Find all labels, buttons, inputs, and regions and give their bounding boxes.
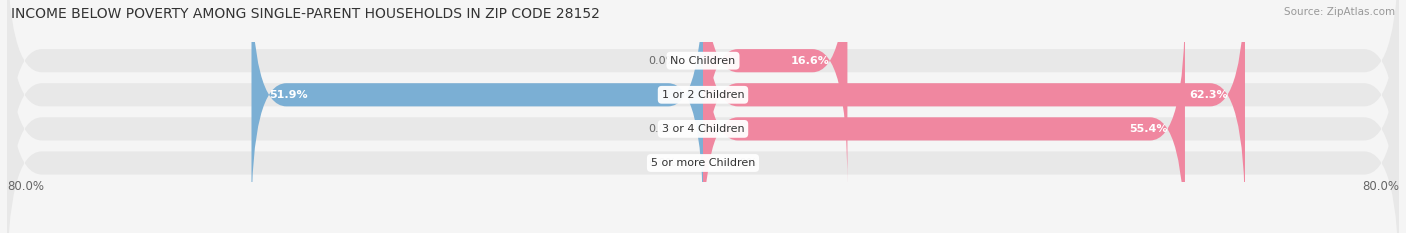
Text: 55.4%: 55.4% bbox=[1129, 124, 1167, 134]
FancyBboxPatch shape bbox=[7, 0, 1399, 185]
Text: 80.0%: 80.0% bbox=[7, 180, 44, 193]
Text: 51.9%: 51.9% bbox=[269, 90, 308, 100]
Text: 3 or 4 Children: 3 or 4 Children bbox=[662, 124, 744, 134]
Text: 0.0%: 0.0% bbox=[730, 158, 758, 168]
FancyBboxPatch shape bbox=[703, 0, 1244, 219]
Text: 62.3%: 62.3% bbox=[1189, 90, 1227, 100]
Text: 16.6%: 16.6% bbox=[792, 56, 830, 66]
Text: 1 or 2 Children: 1 or 2 Children bbox=[662, 90, 744, 100]
Text: Source: ZipAtlas.com: Source: ZipAtlas.com bbox=[1284, 7, 1395, 17]
Text: 80.0%: 80.0% bbox=[1362, 180, 1399, 193]
Text: 0.0%: 0.0% bbox=[648, 158, 676, 168]
FancyBboxPatch shape bbox=[7, 38, 1399, 233]
FancyBboxPatch shape bbox=[703, 4, 1185, 233]
FancyBboxPatch shape bbox=[7, 4, 1399, 233]
FancyBboxPatch shape bbox=[252, 0, 703, 219]
FancyBboxPatch shape bbox=[703, 0, 848, 185]
Text: 0.0%: 0.0% bbox=[648, 56, 676, 66]
Text: 5 or more Children: 5 or more Children bbox=[651, 158, 755, 168]
Text: 0.0%: 0.0% bbox=[648, 124, 676, 134]
Text: INCOME BELOW POVERTY AMONG SINGLE-PARENT HOUSEHOLDS IN ZIP CODE 28152: INCOME BELOW POVERTY AMONG SINGLE-PARENT… bbox=[11, 7, 600, 21]
Text: No Children: No Children bbox=[671, 56, 735, 66]
FancyBboxPatch shape bbox=[7, 0, 1399, 219]
